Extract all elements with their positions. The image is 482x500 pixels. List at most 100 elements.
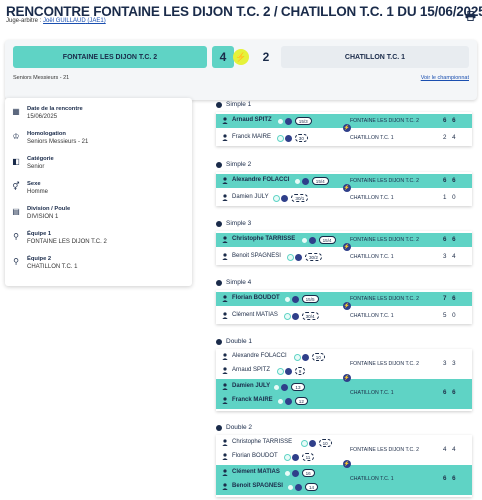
ranking-badges: 14 (287, 483, 319, 491)
player-name[interactable]: Florian BOUDOT (232, 453, 278, 459)
info-label: Homologation (27, 131, 66, 137)
ranking-badge: 30/2 (305, 253, 322, 261)
ranking-badge: 15/5 (301, 295, 319, 303)
info-text: Homologation Seniors Messieurs - 21 (27, 131, 88, 145)
match-title: Simple 3 (216, 220, 251, 227)
set-scores: 1 0 (443, 194, 458, 201)
ranking-badges: 10 (293, 353, 325, 361)
player-name[interactable]: Clément MATIAS (232, 312, 278, 318)
print-icon[interactable] (465, 11, 476, 21)
championship-link[interactable]: Voir le championnat (420, 75, 469, 81)
player-name[interactable]: Christophe TARRISSE (232, 236, 296, 242)
ranking-badge: 9 (294, 367, 306, 375)
info-value: FONTAINE LES DIJON T.C. 2 (27, 239, 107, 245)
club-dot-icon (301, 353, 309, 361)
match-row: Florian BOUDOT 15/5 FONTAINE LES DIJON T.C… (216, 292, 472, 306)
info-value: DIVISION 1 (27, 214, 59, 220)
match-title-label: Simple 2 (226, 161, 252, 168)
match-row: Alexandre FOLACCI 15/4 FONTAINE LES DIJON … (216, 174, 472, 188)
home-team-name: FONTAINE LES DIJON T.C. 2 (13, 46, 207, 68)
info-row: ▤ Division / Poule DIVISION 1 (11, 206, 70, 220)
club-dot-icon (284, 397, 292, 405)
ranking-badge: 14 (305, 483, 319, 491)
set-scores: 6 6 (443, 389, 458, 396)
match-title-label: Double 2 (226, 424, 253, 431)
ranking-badges: 13 (273, 383, 305, 391)
lightning-icon: ⚡ (233, 49, 249, 65)
ranking-badge: 15/3 (294, 117, 312, 125)
match-title-label: Double 1 (226, 338, 253, 345)
status-dot-icon (283, 295, 291, 303)
info-label: Division / Poule (27, 206, 71, 212)
player-name[interactable]: Alexandre FOLACCI (232, 353, 287, 359)
versus-icon: ⚡ (343, 243, 351, 251)
match-row: Florian BOUDOT 11 (216, 450, 472, 464)
tennis-ball-icon (216, 101, 222, 108)
racket-icon: ⚲ (13, 257, 19, 266)
player-name[interactable]: Franck MAIRE (232, 397, 273, 403)
ranking-badge: 12 (294, 397, 308, 405)
player-name[interactable]: Clément MATIAS (232, 469, 280, 475)
match-title: Double 1 (216, 338, 252, 345)
player-name[interactable]: Damien JULY (232, 383, 271, 389)
ranking-badge: 16 (301, 469, 315, 477)
player-name[interactable]: Franck MAIRE (232, 134, 272, 140)
set-scores: 6 6 (443, 236, 458, 243)
away-score: 2 (262, 50, 270, 64)
scoreboard: FONTAINE LES DIJON T.C. 2 4 ⚡ 2 CHATILLO… (5, 40, 477, 100)
referee-name: Joël GUILLAUD (43, 18, 86, 24)
player-name[interactable]: Benoit SPAGNESI (232, 483, 283, 489)
player-name[interactable]: Christophe TARRISSE (232, 439, 293, 445)
info-label: Équipe 2 (27, 256, 52, 262)
info-label: Catégorie (27, 156, 54, 162)
info-text: Division / Poule DIVISION 1 (27, 206, 70, 220)
team-name: CHATILLON T.C. 1 (350, 476, 394, 482)
gender-icon: ⚥ (12, 182, 20, 191)
player-name[interactable]: Damien JULY (232, 194, 269, 200)
match-row: Arnaud SPITZ 15/3 FONTAINE LES DIJON T.C. … (216, 114, 472, 128)
team-name: FONTAINE LES DIJON T.C. 2 (350, 361, 419, 367)
ranking-badge: 30/4 (301, 312, 319, 320)
info-label: Date de la rencontre (27, 106, 83, 112)
match-row: Damien JULY 13 (216, 380, 472, 394)
ranking-badge: 10 (311, 353, 325, 361)
set-scores: 7 6 (443, 295, 458, 302)
ranking-badges: 30 (276, 134, 308, 142)
player-icon (222, 177, 228, 184)
ranking-badges: 16 (283, 469, 315, 477)
player-name[interactable]: Benoit SPAGNESI (232, 253, 281, 259)
tennis-ball-icon (216, 338, 222, 345)
versus-icon: ⚡ (343, 184, 351, 192)
set-scores: 3 4 (443, 253, 458, 260)
calendar-icon: ▦ (12, 107, 20, 116)
player-name[interactable]: Arnaud SPITZ (232, 117, 272, 123)
match-title-label: Simple 1 (226, 101, 252, 108)
club-dot-icon (291, 312, 299, 320)
referee-link[interactable]: Joël GUILLAUD (JAE1) (43, 18, 106, 24)
tennis-ball-icon (216, 279, 222, 286)
match-row: Clément MATIAS 30/4 CHATILLON T.C. 1 5 0 (216, 309, 472, 323)
club-dot-icon (284, 134, 292, 142)
club-dot-icon (284, 367, 292, 375)
match-row: Alexandre FOLACCI 10 (216, 350, 472, 364)
info-value: Seniors Messieurs - 21 (27, 139, 89, 145)
tennis-ball-icon (216, 220, 222, 227)
match-title: Double 2 (216, 424, 252, 431)
match-title: Simple 4 (216, 279, 251, 286)
player-icon (222, 312, 228, 319)
ranking-badge: 13 (291, 383, 305, 391)
info-text: Sexe Homme (27, 181, 48, 195)
match-row: Franck MAIRE 12 (216, 394, 472, 408)
player-name[interactable]: Alexandre FOLACCI (232, 177, 290, 183)
player-name[interactable]: Florian BOUDOT (232, 295, 280, 301)
team-name: FONTAINE LES DIJON T.C. 2 (350, 447, 419, 453)
match-row: Christophe TARRISSE 15/4 FONTAINE LES DIJO… (216, 233, 472, 247)
club-dot-icon (308, 236, 316, 244)
info-text: Date de la rencontre 15/06/2025 (27, 106, 83, 120)
info-value: CHATILLON T.C. 1 (27, 264, 78, 270)
player-name[interactable]: Arnaud SPITZ (232, 367, 271, 373)
set-scores: 6 6 (443, 177, 458, 184)
player-icon (222, 483, 228, 490)
info-row: ▦ Date de la rencontre 15/06/2025 (11, 106, 83, 120)
category-label: Seniors Messieurs - 21 (13, 75, 70, 81)
